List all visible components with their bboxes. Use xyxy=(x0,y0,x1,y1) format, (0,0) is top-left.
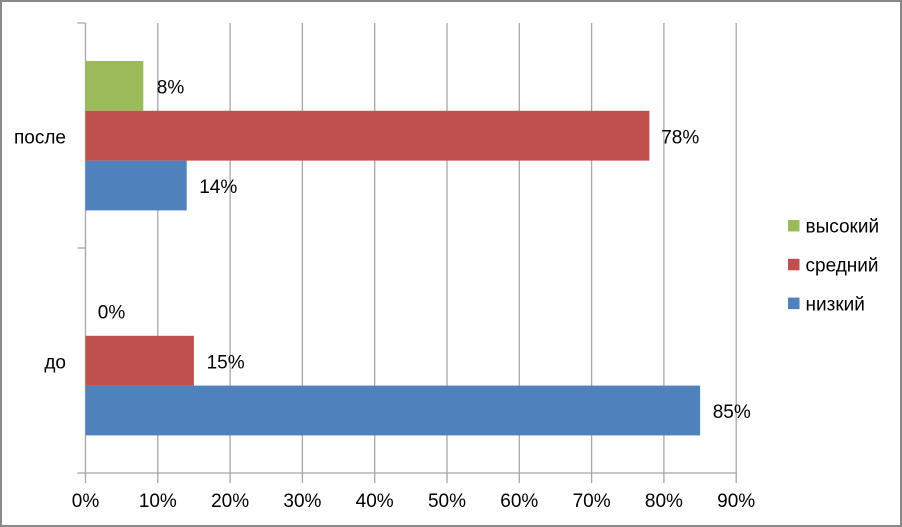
svg-text:средний: средний xyxy=(806,256,879,277)
svg-text:70%: 70% xyxy=(573,491,611,512)
svg-text:0%: 0% xyxy=(98,302,126,323)
svg-text:высокий: высокий xyxy=(806,217,880,238)
svg-text:низкий: низкий xyxy=(806,294,865,315)
svg-text:78%: 78% xyxy=(661,127,699,148)
svg-text:90%: 90% xyxy=(717,491,755,512)
svg-text:8%: 8% xyxy=(157,78,185,99)
svg-text:50%: 50% xyxy=(428,491,466,512)
svg-text:20%: 20% xyxy=(211,491,249,512)
svg-text:15%: 15% xyxy=(207,352,245,373)
svg-text:85%: 85% xyxy=(713,402,751,423)
svg-text:10%: 10% xyxy=(139,491,177,512)
svg-text:80%: 80% xyxy=(645,491,683,512)
svg-text:после: после xyxy=(14,127,66,148)
svg-text:60%: 60% xyxy=(500,491,538,512)
svg-text:до: до xyxy=(44,352,66,373)
svg-text:30%: 30% xyxy=(283,491,321,512)
svg-text:0%: 0% xyxy=(72,491,100,512)
svg-text:14%: 14% xyxy=(199,177,237,198)
svg-text:40%: 40% xyxy=(356,491,394,512)
